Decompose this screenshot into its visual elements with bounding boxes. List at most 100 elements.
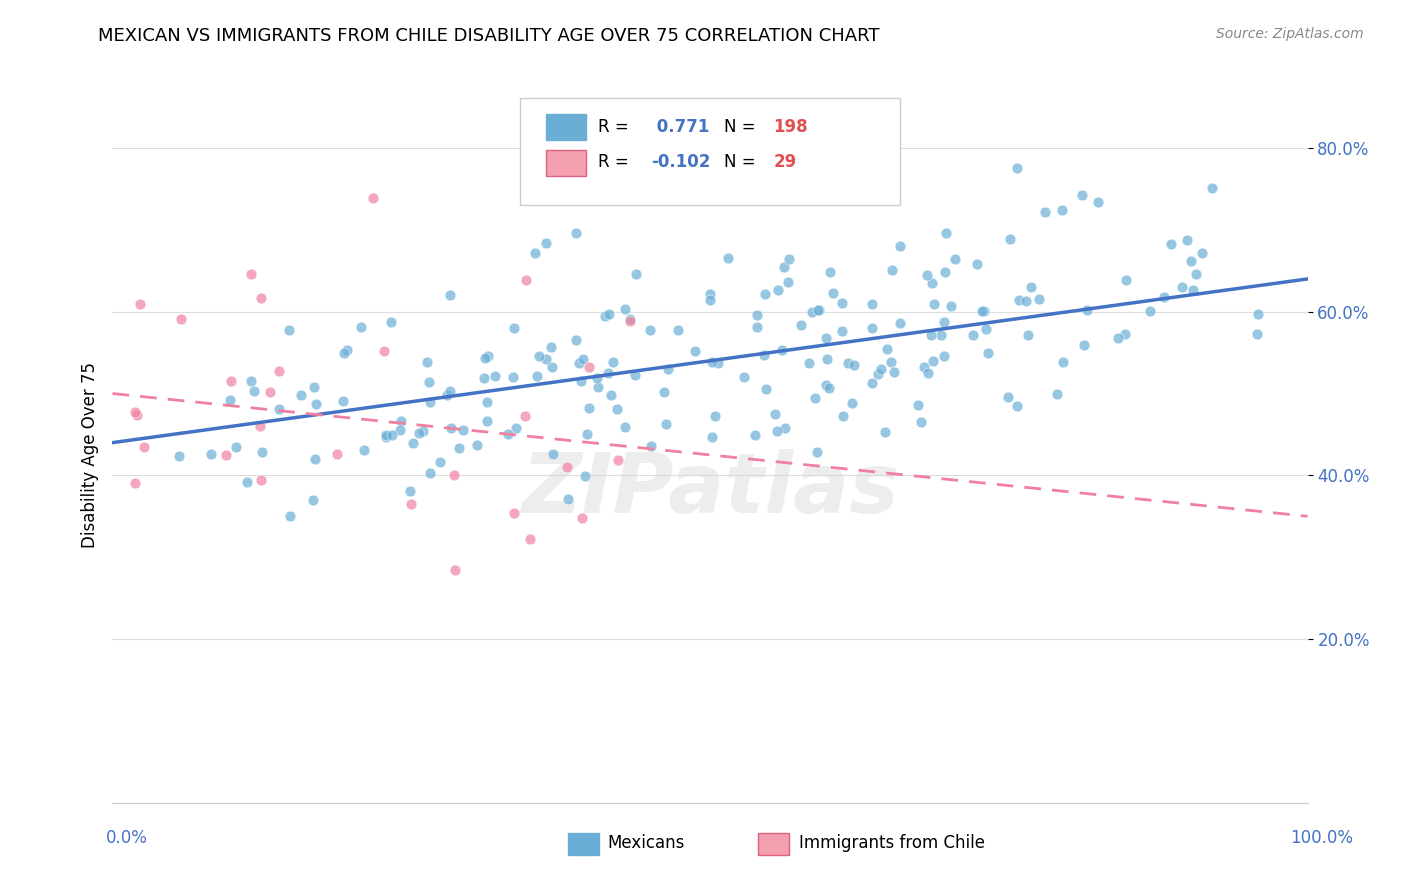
- Mexicans: [564, 226, 586, 240]
- Mexicans: [1050, 202, 1073, 217]
- Immigrants from Chile: [606, 453, 628, 467]
- Mexicans: [889, 239, 911, 253]
- Mexicans: [278, 322, 301, 336]
- Mexicans: [574, 469, 596, 483]
- Mexicans: [1005, 399, 1028, 413]
- Immigrants from Chile: [249, 291, 271, 305]
- Text: R =: R =: [598, 118, 634, 136]
- Mexicans: [883, 365, 905, 379]
- Mexicans: [1073, 338, 1095, 352]
- Mexicans: [683, 343, 706, 358]
- Mexicans: [778, 275, 800, 289]
- Mexicans: [842, 358, 865, 372]
- Mexicans: [388, 423, 411, 437]
- Immigrants from Chile: [619, 314, 641, 328]
- Mexicans: [920, 327, 942, 342]
- Mexicans: [586, 371, 609, 385]
- Mexicans: [593, 310, 616, 324]
- Mexicans: [408, 426, 430, 441]
- Immigrants from Chile: [267, 364, 290, 378]
- Mexicans: [815, 351, 838, 366]
- Mexicans: [1017, 328, 1039, 343]
- Mexicans: [831, 324, 853, 338]
- Mexicans: [418, 375, 440, 389]
- Mexicans: [1007, 293, 1029, 307]
- Mexicans: [569, 374, 592, 388]
- Mexicans: [755, 382, 778, 396]
- Mexicans: [250, 444, 273, 458]
- Mexicans: [350, 320, 373, 334]
- Immigrants from Chile: [219, 375, 242, 389]
- Mexicans: [966, 257, 988, 271]
- Mexicans: [1201, 181, 1223, 195]
- Mexicans: [302, 493, 325, 508]
- Mexicans: [921, 353, 943, 368]
- Mexicans: [1015, 293, 1038, 308]
- Mexicans: [766, 424, 789, 438]
- Mexicans: [860, 297, 883, 311]
- Mexicans: [1191, 245, 1213, 260]
- Mexicans: [976, 345, 998, 359]
- Mexicans: [860, 376, 883, 390]
- Immigrants from Chile: [399, 497, 422, 511]
- Mexicans: [474, 351, 496, 366]
- Mexicans: [814, 331, 837, 345]
- Mexicans: [380, 315, 402, 329]
- Mexicans: [200, 447, 222, 461]
- Immigrants from Chile: [578, 359, 600, 374]
- Mexicans: [436, 388, 458, 402]
- Mexicans: [572, 351, 595, 366]
- Immigrants from Chile: [515, 273, 537, 287]
- Mexicans: [218, 392, 240, 407]
- Mexicans: [1114, 326, 1136, 341]
- Mexicans: [624, 267, 647, 281]
- Mexicans: [998, 232, 1021, 246]
- Mexicans: [1076, 303, 1098, 318]
- Mexicans: [1180, 253, 1202, 268]
- Mexicans: [502, 321, 524, 335]
- Mexicans: [568, 356, 591, 370]
- Mexicans: [1170, 279, 1192, 293]
- Immigrants from Chile: [515, 409, 537, 424]
- Immigrants from Chile: [125, 408, 148, 422]
- Mexicans: [917, 366, 939, 380]
- Mexicans: [419, 395, 441, 409]
- Mexicans: [889, 317, 911, 331]
- Mexicans: [353, 442, 375, 457]
- Mexicans: [477, 349, 499, 363]
- Mexicans: [943, 252, 966, 266]
- Mexicans: [336, 343, 359, 358]
- Mexicans: [614, 302, 637, 317]
- Mexicans: [640, 439, 662, 453]
- Mexicans: [652, 385, 675, 400]
- Mexicans: [778, 252, 800, 267]
- Mexicans: [524, 246, 547, 260]
- Text: N =: N =: [724, 153, 761, 171]
- Mexicans: [790, 318, 813, 333]
- Mexicans: [475, 394, 498, 409]
- Mexicans: [745, 320, 768, 334]
- Y-axis label: Disability Age Over 75: Disability Age Over 75: [80, 362, 98, 548]
- Text: -0.102: -0.102: [651, 153, 710, 171]
- Immigrants from Chile: [124, 405, 146, 419]
- Mexicans: [876, 342, 898, 356]
- Mexicans: [1087, 194, 1109, 209]
- Mexicans: [1139, 304, 1161, 318]
- Mexicans: [939, 299, 962, 313]
- Mexicans: [375, 430, 398, 444]
- Text: 29: 29: [773, 153, 797, 171]
- Mexicans: [1246, 326, 1268, 341]
- Mexicans: [744, 428, 766, 442]
- Mexicans: [305, 397, 328, 411]
- Immigrants from Chile: [129, 296, 152, 310]
- Mexicans: [412, 425, 434, 439]
- Mexicans: [962, 328, 984, 343]
- Mexicans: [614, 419, 637, 434]
- Mexicans: [817, 381, 839, 395]
- Mexicans: [837, 355, 859, 369]
- Mexicans: [807, 302, 830, 317]
- Mexicans: [910, 415, 932, 429]
- Mexicans: [290, 388, 312, 402]
- Mexicans: [602, 355, 624, 369]
- Mexicans: [773, 421, 796, 435]
